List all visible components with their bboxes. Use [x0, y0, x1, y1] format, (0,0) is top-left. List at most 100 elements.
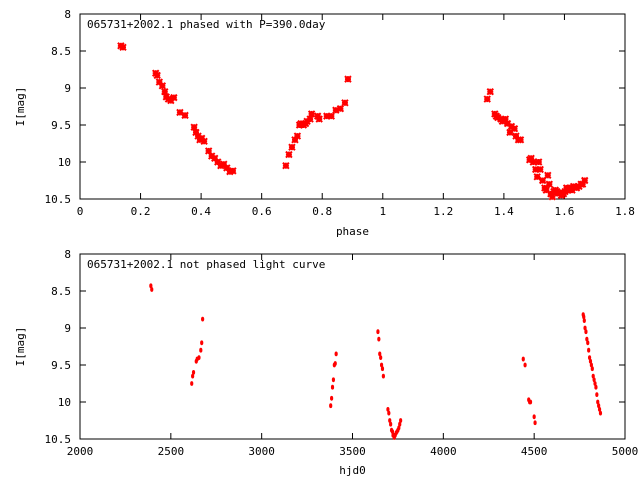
data-point — [585, 336, 589, 342]
data-point — [569, 182, 578, 191]
data-point — [181, 111, 189, 120]
data-point — [377, 336, 381, 342]
data-point — [587, 355, 592, 360]
data-point — [329, 403, 333, 409]
y-tick-label: 9 — [64, 82, 71, 95]
data-point — [591, 373, 595, 379]
data-point — [582, 314, 586, 320]
chart-title: 065731+2002.1 not phased light curve — [87, 258, 325, 271]
data-point — [597, 407, 602, 412]
data-point — [199, 347, 203, 353]
x-axis-title: phase — [336, 225, 369, 238]
data-point — [584, 329, 588, 335]
data-point — [590, 366, 594, 372]
x-tick-label: 1.4 — [494, 205, 514, 218]
data-point — [204, 147, 213, 155]
data-point — [229, 167, 237, 175]
data-point — [544, 171, 552, 180]
data-point — [200, 340, 204, 346]
data-point — [398, 421, 402, 427]
data-point — [150, 287, 154, 292]
data-point — [379, 362, 384, 368]
data-point — [510, 124, 519, 133]
data-point — [190, 381, 194, 386]
data-point — [153, 71, 161, 80]
x-tick-label: 3500 — [339, 445, 366, 458]
data-point — [533, 173, 541, 181]
data-point — [379, 355, 383, 360]
plot-frame — [79, 13, 626, 200]
data-point — [330, 395, 334, 401]
data-point — [161, 87, 169, 96]
chart-panel-2: 2000 2500 3000 3500 4000 4500 5000 8 8.5 9 9.5 10 10… — [14, 248, 638, 477]
x-tick-label: 0.8 — [312, 205, 332, 218]
data-point — [344, 75, 352, 83]
data-point — [397, 425, 401, 431]
data-point — [529, 158, 537, 166]
x-tick-label: 0.2 — [131, 205, 151, 218]
data-point — [333, 361, 337, 366]
data-point — [594, 384, 598, 390]
data-point — [149, 283, 153, 289]
data-point — [548, 193, 557, 201]
x-tick-label: 3000 — [248, 445, 275, 458]
y-tick-label: 8 — [64, 248, 71, 261]
data-point — [158, 82, 167, 90]
data-point — [381, 373, 385, 379]
data-point — [521, 356, 525, 362]
x-tick-label: 1.6 — [555, 205, 575, 218]
y-tick-label: 9.5 — [51, 119, 71, 132]
x-tick-label: 4500 — [521, 445, 548, 458]
data-point — [331, 377, 336, 383]
data-point — [387, 410, 391, 416]
y-tick-label: 10 — [58, 396, 71, 409]
data-point — [200, 137, 208, 145]
chart-panel-1: 0 0.2 0.4 0.6 0.8 1 1.2 1.4 1.6 1.8 8 8.5 9 9.5 10 10.5… — [14, 8, 635, 238]
y-axis-title: I[mag] — [14, 87, 27, 127]
data-point — [390, 429, 395, 434]
data-point — [315, 115, 323, 123]
data-point — [191, 370, 196, 375]
data-point — [336, 105, 345, 113]
data-point — [536, 165, 544, 174]
y-tick-label: 9.5 — [51, 359, 71, 372]
data-point — [533, 420, 537, 426]
y-tick-label: 10.5 — [45, 193, 72, 206]
data-point — [535, 158, 543, 166]
x-axis-title: hjd0 — [339, 464, 366, 477]
data-point — [306, 115, 314, 123]
data-point — [486, 87, 494, 96]
y-axis-title: I[mag] — [14, 327, 27, 367]
x-tick-label: 2000 — [67, 445, 94, 458]
data-point — [532, 414, 536, 420]
y-tick-label: 9 — [64, 322, 71, 335]
data-point — [516, 136, 525, 144]
data-point — [538, 176, 547, 185]
x-tick-label: 0.6 — [252, 205, 272, 218]
data-point — [388, 418, 392, 423]
data-point — [587, 347, 591, 353]
data-point — [201, 316, 205, 322]
data-point — [288, 143, 296, 151]
y-tick-label: 8.5 — [51, 45, 71, 58]
data-point — [197, 355, 201, 360]
data-point — [330, 384, 335, 390]
x-tick-label: 2500 — [158, 445, 185, 458]
data-point — [214, 158, 222, 166]
data-point — [597, 403, 601, 409]
data-point — [586, 340, 590, 346]
data-point — [582, 318, 586, 323]
data-point — [334, 351, 338, 357]
data-point — [592, 377, 596, 383]
data-point — [528, 399, 533, 405]
chart-title: 065731+2002.1 phased with P=390.0day — [87, 18, 326, 31]
data-point — [589, 362, 593, 368]
data-point — [596, 399, 600, 405]
y-tick-label: 8 — [64, 8, 71, 21]
data-point — [483, 95, 491, 103]
data-point — [191, 373, 195, 379]
data-point — [376, 329, 380, 335]
data-point — [285, 150, 293, 159]
data-point — [545, 180, 554, 188]
